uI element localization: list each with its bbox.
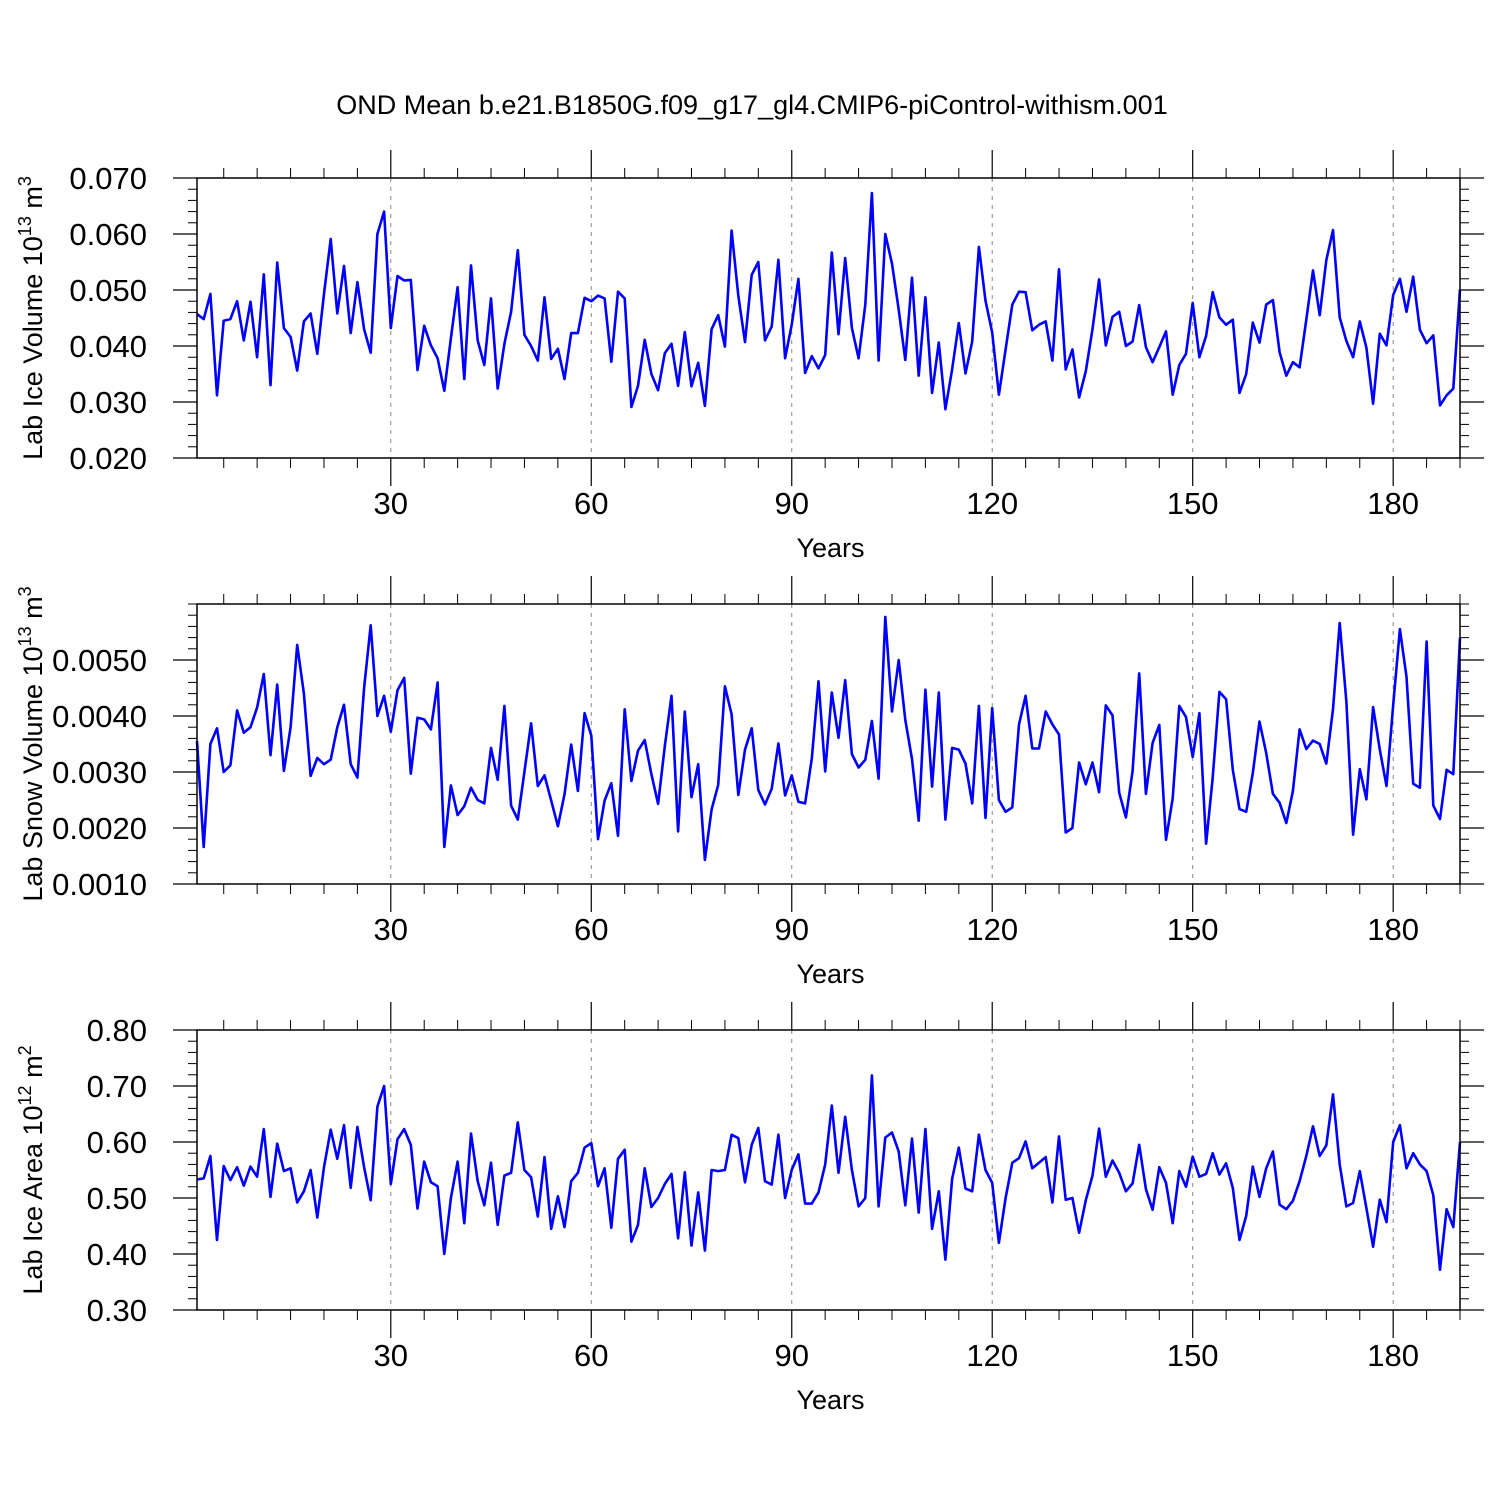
x-tick-label: 150 xyxy=(1167,1338,1219,1373)
y-tick-label: 0.030 xyxy=(69,385,147,420)
y-tick-label: 0.0030 xyxy=(52,755,147,790)
x-tick-label: 60 xyxy=(574,486,608,521)
y-axis-label: Lab Snow Volume 1013 m3 xyxy=(15,586,48,901)
figure-title: OND Mean b.e21.B1850G.f09_g17_gl4.CMIP6-… xyxy=(336,90,1167,120)
x-tick-label: 150 xyxy=(1167,486,1219,521)
y-tick-label: 0.40 xyxy=(87,1237,147,1272)
x-tick-label: 90 xyxy=(775,486,809,521)
panel-1: 0.020 0.030 0.040 0.050 0.060 0.070 30 60 90 120 1… xyxy=(15,150,1484,563)
y-tick-label: 0.0010 xyxy=(52,867,147,902)
y-axis-label: Lab Ice Area 1012 m2 xyxy=(15,1045,48,1294)
y-tick-label: 0.0050 xyxy=(52,643,147,678)
series-line-1 xyxy=(196,191,1462,411)
x-tick-label: 60 xyxy=(574,912,608,947)
x-tick-label: 180 xyxy=(1367,912,1419,947)
series-line-2 xyxy=(195,615,1462,862)
y-tick-label: 0.040 xyxy=(69,329,147,364)
y-tick-label: 0.070 xyxy=(69,161,147,196)
x-tick-label: 30 xyxy=(374,912,408,947)
x-axis-label: Years xyxy=(796,533,864,563)
y-tick-label: 0.50 xyxy=(87,1181,147,1216)
x-tick-label: 120 xyxy=(966,912,1018,947)
x-tick-label: 60 xyxy=(574,1338,608,1373)
y-tick-label: 0.050 xyxy=(69,273,147,308)
y-tick-label: 0.060 xyxy=(69,217,147,252)
x-axis-label: Years xyxy=(796,959,864,989)
y-axis-label: Lab Ice Volume 1013 m3 xyxy=(15,176,48,460)
x-tick-label: 90 xyxy=(775,912,809,947)
y-tick-label: 0.0020 xyxy=(52,811,147,846)
x-tick-label: 180 xyxy=(1367,1338,1419,1373)
panel-3: 0.30 0.40 0.50 0.60 0.70 0.80 30 60 90 120 150 180 Y… xyxy=(15,1002,1484,1415)
y-tick-label: 0.020 xyxy=(69,441,147,476)
x-tick-label: 150 xyxy=(1167,912,1219,947)
x-tick-label: 30 xyxy=(374,486,408,521)
plot-frame xyxy=(196,603,1461,885)
x-axis-label: Years xyxy=(796,1385,864,1415)
y-tick-label: 0.70 xyxy=(87,1069,147,1104)
x-tick-label: 30 xyxy=(374,1338,408,1373)
series-line-3 xyxy=(196,1074,1462,1271)
x-tick-label: 120 xyxy=(966,1338,1018,1373)
plot-frame xyxy=(196,177,1461,459)
plot-frame xyxy=(196,1029,1461,1311)
x-tick-label: 120 xyxy=(966,486,1018,521)
y-tick-label: 0.0040 xyxy=(52,699,147,734)
x-tick-label: 180 xyxy=(1367,486,1419,521)
panel-2: 0.0010 0.0020 0.0030 0.0040 0.0050 30 60 90 120 1… xyxy=(15,576,1484,989)
y-tick-label: 0.60 xyxy=(87,1125,147,1160)
y-tick-label: 0.30 xyxy=(87,1293,147,1328)
x-tick-label: 90 xyxy=(775,1338,809,1373)
y-tick-label: 0.80 xyxy=(87,1013,147,1048)
